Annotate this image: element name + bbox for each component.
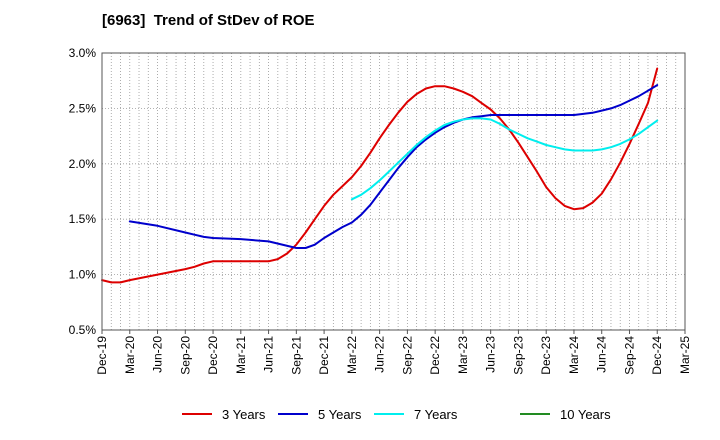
y-tick-label: 2.5% — [69, 101, 97, 115]
x-tick-label: Dec-19 — [95, 336, 109, 375]
y-tick-label: 0.5% — [69, 323, 97, 337]
x-tick-label: Jun-21 — [262, 336, 276, 373]
x-tick-label: Jun-24 — [595, 336, 609, 373]
chart-title: [6963] Trend of StDev of ROE — [102, 12, 315, 29]
x-tick-label: Mar-25 — [678, 336, 692, 374]
series-line-7-years — [350, 117, 659, 201]
x-tick-label: Mar-21 — [234, 336, 248, 374]
x-tick-label: Mar-24 — [567, 336, 581, 374]
x-tick-label: Dec-23 — [539, 336, 553, 375]
x-tick-label: Jun-23 — [484, 336, 498, 373]
series-line-5-years — [128, 84, 659, 249]
legend: 3 Years 5 Years 7 Years 10 Years — [182, 407, 611, 422]
plot-frame — [101, 52, 686, 331]
x-tick-label: Sep-22 — [400, 336, 414, 375]
x-tick-label: Sep-20 — [178, 336, 192, 375]
x-tick-label: Dec-21 — [317, 336, 331, 375]
y-tick-label: 3.0% — [69, 46, 97, 60]
series-line-3-years — [101, 67, 659, 284]
grid — [102, 53, 685, 330]
x-tick-label: Dec-24 — [650, 336, 664, 375]
legend-label-7-years: 7 Years — [414, 407, 458, 422]
x-tick-label: Mar-22 — [345, 336, 359, 374]
x-tick-label: Sep-23 — [511, 336, 525, 375]
x-axis-ticks: Dec-19 Mar-20 Jun-20 Sep-20 Dec-20 Mar-21 Jun-… — [95, 330, 692, 375]
x-tick-label: Dec-20 — [206, 336, 220, 375]
x-tick-label: Sep-21 — [289, 336, 303, 375]
x-tick-label: Mar-20 — [123, 336, 137, 374]
y-tick-label: 1.5% — [69, 212, 97, 226]
legend-label-10-years: 10 Years — [560, 407, 611, 422]
x-tick-label: Jun-22 — [373, 336, 387, 373]
legend-label-3-years: 3 Years — [222, 407, 266, 422]
y-tick-label: 2.0% — [69, 157, 97, 171]
x-tick-label: Sep-24 — [622, 336, 636, 375]
y-axis-ticks: 0.5% 1.0% 1.5% 2.0% 2.5% 3.0% — [69, 46, 97, 337]
x-tick-label: Dec-22 — [428, 336, 442, 375]
y-tick-label: 1.0% — [69, 268, 97, 282]
series-lines — [101, 67, 659, 284]
x-tick-label: Jun-20 — [151, 336, 165, 373]
x-tick-label: Mar-23 — [456, 336, 470, 374]
legend-label-5-years: 5 Years — [318, 407, 362, 422]
